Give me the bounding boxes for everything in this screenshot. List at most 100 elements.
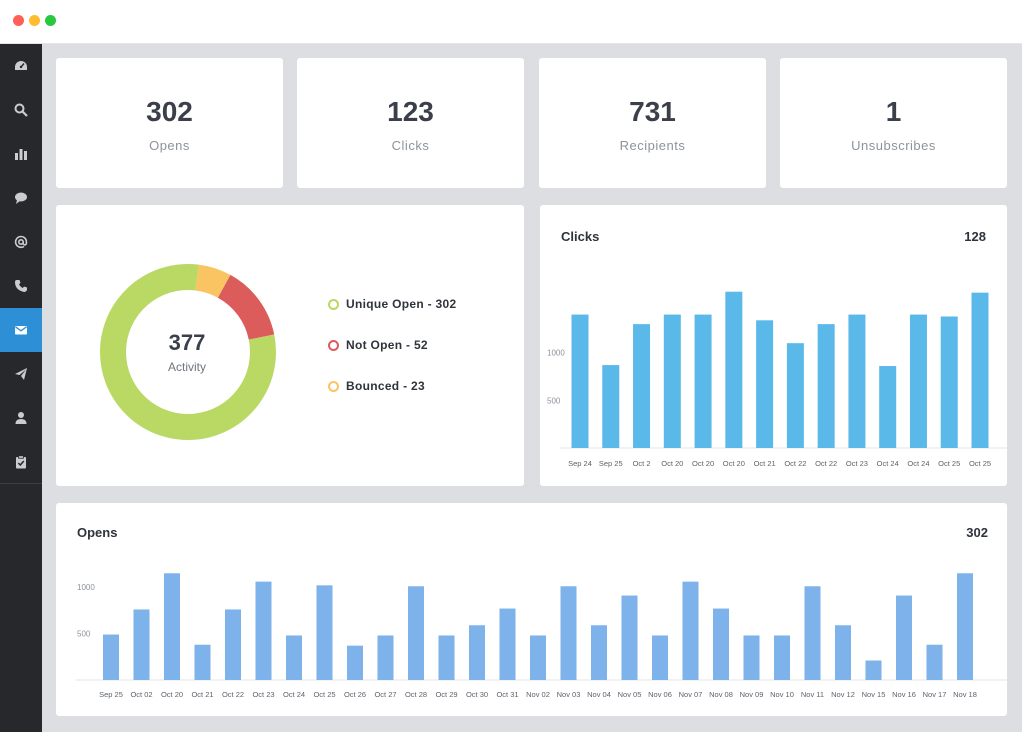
stat-value: 1 — [885, 96, 902, 127]
bar[interactable] — [971, 292, 989, 448]
x-tick-label: Nov 16 — [892, 690, 916, 699]
bar[interactable] — [694, 314, 712, 448]
bar[interactable] — [164, 573, 180, 680]
clicks-chart-card: Clicks 128 500 1000 Sep 24 Sep 25 Oct 2 Oct 2… — [540, 205, 1007, 486]
bar[interactable] — [713, 608, 729, 680]
user-icon — [15, 412, 27, 424]
bar[interactable] — [408, 586, 424, 680]
bar[interactable] — [896, 595, 912, 680]
sidebar — [0, 44, 42, 732]
sidebar-divider — [0, 483, 42, 484]
sidebar-item-campaigns[interactable] — [0, 352, 42, 396]
bar[interactable] — [725, 291, 743, 448]
sidebar-item-contacts[interactable] — [0, 396, 42, 440]
envelope-icon — [15, 326, 27, 335]
bar[interactable] — [530, 635, 546, 680]
bar-chart-icon — [15, 149, 27, 160]
bar[interactable] — [225, 609, 241, 680]
bar[interactable] — [499, 608, 516, 680]
bar[interactable] — [940, 316, 958, 448]
window-minimize-button[interactable] — [29, 15, 40, 26]
sidebar-item-search[interactable] — [0, 88, 42, 132]
bar[interactable] — [835, 625, 851, 680]
donut-center: 377 Activity — [127, 330, 247, 374]
stat-card-clicks[interactable]: 123 Clicks — [297, 58, 524, 188]
x-tick-label: Oct 24 — [877, 459, 899, 468]
bar[interactable] — [804, 586, 821, 680]
clicks-chart-title: Clicks — [561, 229, 600, 244]
bar[interactable] — [602, 365, 620, 448]
bar[interactable] — [663, 314, 681, 448]
sidebar-item-reports[interactable] — [0, 132, 42, 176]
bar[interactable] — [591, 625, 607, 680]
y-tick-label: 1000 — [77, 583, 95, 592]
bar[interactable] — [848, 314, 866, 448]
bar[interactable] — [560, 586, 577, 680]
x-tick-label: Nov 18 — [953, 690, 977, 699]
legend-item-not-open: Not Open - 52 — [328, 338, 428, 352]
bar[interactable] — [743, 635, 760, 680]
legend-label: Bounced - 23 — [346, 379, 425, 393]
legend-ring-icon — [328, 380, 339, 392]
x-tick-label: Nov 02 — [526, 690, 550, 699]
sidebar-item-messages[interactable] — [0, 176, 42, 220]
phone-icon — [15, 280, 27, 292]
sidebar-item-email[interactable] — [0, 308, 42, 352]
activity-label: Activity — [167, 360, 206, 374]
x-tick-label: Sep 25 — [99, 690, 123, 699]
bar[interactable] — [817, 324, 835, 448]
bar[interactable] — [255, 581, 272, 680]
bar[interactable] — [469, 625, 485, 680]
bar[interactable] — [682, 581, 699, 680]
at-sign-icon — [14, 235, 28, 249]
stat-card-recipients[interactable]: 731 Recipients — [539, 58, 766, 188]
bar[interactable] — [316, 585, 333, 680]
dashboard-content: 302 Opens 123 Clicks 731 Recipients 1 Un… — [42, 44, 1022, 732]
x-tick-label: Nov 15 — [862, 690, 886, 699]
bar[interactable] — [909, 314, 927, 448]
bar[interactable] — [786, 343, 804, 448]
stat-label: Unsubscribes — [851, 138, 936, 153]
y-tick-label: 500 — [77, 630, 91, 639]
x-tick-label: Nov 10 — [770, 690, 794, 699]
bar[interactable] — [377, 635, 394, 680]
bar[interactable] — [633, 324, 651, 448]
bar[interactable] — [957, 573, 973, 680]
x-tick-label: Nov 06 — [648, 690, 672, 699]
bar[interactable] — [347, 645, 363, 680]
bar[interactable] — [438, 635, 455, 680]
bar[interactable] — [571, 314, 589, 448]
bar[interactable] — [756, 320, 774, 448]
bar[interactable] — [865, 660, 882, 680]
bar[interactable] — [621, 595, 638, 680]
window-close-button[interactable] — [13, 15, 24, 26]
clicks-bar-chart: 500 1000 Sep 24 Sep 25 Oct 2 Oct 20 Oct 20 Oct … — [547, 291, 1007, 468]
bar[interactable] — [926, 644, 943, 680]
bar[interactable] — [194, 644, 211, 680]
stat-label: Opens — [149, 138, 190, 153]
bar[interactable] — [879, 366, 897, 448]
x-tick-label: Nov 05 — [618, 690, 642, 699]
x-tick-label: Oct 2 — [633, 459, 651, 468]
stat-value: 731 — [629, 96, 676, 127]
bar[interactable] — [286, 635, 302, 680]
bar[interactable] — [652, 635, 668, 680]
sidebar-item-dashboard[interactable] — [0, 44, 42, 88]
stat-card-unsubscribes[interactable]: 1 Unsubscribes — [780, 58, 1007, 188]
x-tick-label: Oct 02 — [130, 690, 152, 699]
dashboard-icon — [15, 61, 27, 70]
x-tick-label: Oct 28 — [405, 690, 427, 699]
sidebar-item-calls[interactable] — [0, 264, 42, 308]
sidebar-item-tasks[interactable] — [0, 440, 42, 484]
sidebar-item-mentions[interactable] — [0, 220, 42, 264]
stat-card-opens[interactable]: 302 Opens — [56, 58, 283, 188]
x-tick-label: Oct 20 — [661, 459, 683, 468]
window-maximize-button[interactable] — [45, 15, 56, 26]
x-tick-label: Nov 17 — [923, 690, 947, 699]
x-tick-label: Oct 22 — [815, 459, 837, 468]
legend-label: Unique Open - 302 — [346, 297, 457, 311]
opens-chart-title: Opens — [77, 525, 118, 540]
bar[interactable] — [103, 634, 119, 680]
bar[interactable] — [774, 635, 790, 680]
bar[interactable] — [133, 609, 150, 680]
